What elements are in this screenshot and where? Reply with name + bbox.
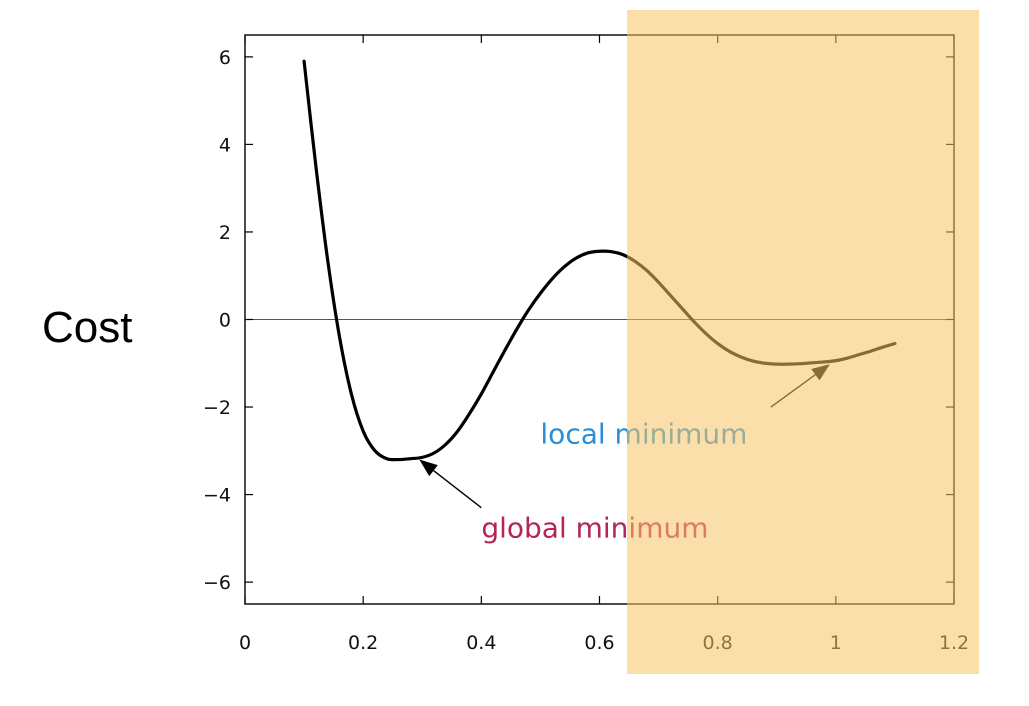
y-tick-label: 6 bbox=[219, 47, 231, 69]
y-tick-label: 2 bbox=[219, 222, 231, 244]
annotation-arrow-head bbox=[419, 459, 438, 477]
y-tick-label: −2 bbox=[203, 397, 231, 419]
y-tick-label: 0 bbox=[219, 310, 231, 332]
y-tick-label: 4 bbox=[219, 134, 231, 156]
x-tick-label: 0.6 bbox=[584, 632, 614, 654]
x-tick-label: 0.4 bbox=[466, 632, 496, 654]
x-tick-label: 0.2 bbox=[348, 632, 378, 654]
y-tick-label: −6 bbox=[203, 572, 231, 594]
highlight-overlay bbox=[627, 10, 979, 674]
annotation-arrow-line bbox=[433, 470, 482, 509]
y-axis-label: Cost bbox=[42, 303, 132, 352]
y-tick-label: −4 bbox=[203, 485, 231, 507]
y-axis-ticks: 6 4 2 0 −2 −4 −6 bbox=[203, 47, 954, 594]
x-tick-label: 0 bbox=[239, 632, 251, 654]
